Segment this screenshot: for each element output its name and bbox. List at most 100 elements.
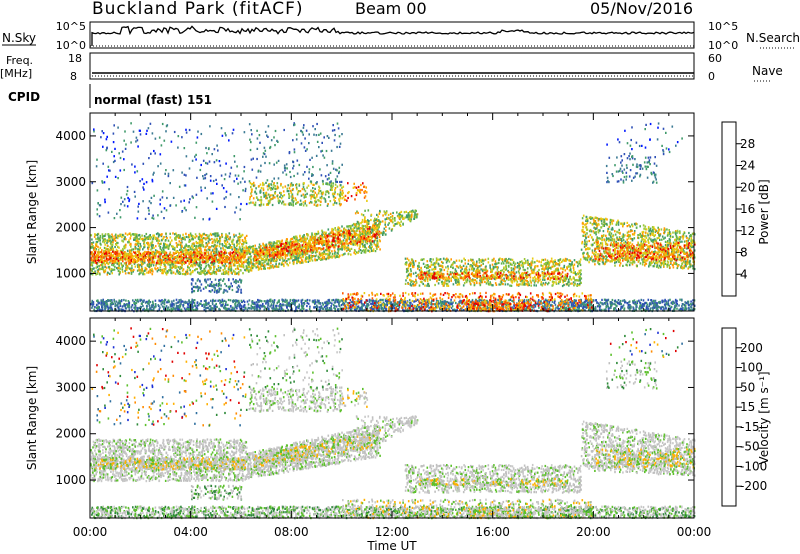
radar-echo [352, 242, 354, 245]
cpid-value: normal (fast) 151 [94, 93, 212, 107]
freq-top-tick: 18 [68, 52, 82, 65]
radar-echo [276, 240, 278, 243]
radar-echo [370, 231, 373, 234]
radar-echo [202, 269, 205, 272]
radar-echo [236, 243, 238, 246]
radar-echo [150, 248, 152, 251]
radar-echo [238, 256, 240, 260]
radar-echo [145, 242, 148, 245]
radar-echo [352, 241, 355, 244]
radar-echo [382, 214, 384, 217]
radar-echo [314, 238, 316, 241]
radar-echo [208, 254, 210, 257]
radar-echo [274, 242, 277, 245]
radar-echo [225, 284, 228, 288]
radar-echo [201, 270, 203, 273]
radar-echo [134, 245, 137, 248]
radar-echo [238, 239, 241, 242]
radar-echo [207, 278, 209, 281]
radar-echo [200, 248, 202, 251]
radar-echo [129, 255, 132, 258]
radar-echo [370, 299, 372, 302]
radar-echo [109, 246, 111, 249]
radar-echo [139, 272, 141, 275]
radar-echo [180, 267, 183, 270]
radar-echo [180, 237, 183, 241]
radar-echo [314, 243, 317, 246]
radar-echo [211, 259, 214, 262]
radar-echo [313, 248, 315, 251]
radar-echo [332, 233, 335, 236]
radar-echo [450, 301, 452, 304]
radar-echo [296, 257, 299, 260]
radar-echo [224, 239, 227, 242]
radar-echo [379, 209, 381, 213]
radar-echo [180, 248, 183, 251]
radar-echo [344, 232, 346, 235]
radar-echo [110, 268, 113, 271]
radar-echo [211, 261, 213, 264]
radar-echo [232, 250, 235, 254]
radar-echo [346, 239, 348, 242]
radar-echo [138, 266, 140, 269]
radar-echo [212, 240, 214, 243]
radar-echo [164, 261, 167, 264]
radar-echo [240, 250, 243, 253]
radar-echo [191, 264, 193, 267]
radar-echo [202, 240, 204, 243]
radar-echo [218, 288, 221, 292]
radar-echo [178, 235, 181, 238]
radar-echo [326, 236, 328, 239]
radar-echo [323, 243, 326, 246]
radar-echo [273, 256, 275, 259]
radar-echo [337, 241, 339, 244]
radar-echo [191, 237, 194, 240]
radar-echo [332, 245, 334, 248]
radar-echo [591, 305, 594, 308]
radar-echo [194, 253, 196, 256]
radar-echo [218, 252, 220, 255]
radar-echo [360, 240, 362, 243]
radar-echo [206, 260, 209, 264]
radar-echo [271, 257, 273, 260]
radar-echo [294, 235, 297, 238]
radar-echo [169, 232, 171, 235]
radar-echo [217, 284, 220, 288]
radar-echo [215, 268, 218, 271]
radar-echo [268, 299, 270, 303]
radar-echo [223, 271, 226, 274]
radar-echo [150, 256, 153, 259]
radar-echo [239, 241, 241, 244]
radar-echo [194, 269, 196, 272]
radar-echo [239, 235, 241, 239]
radar-echo [112, 235, 114, 238]
radar-echo [91, 253, 94, 256]
radar-echo [231, 285, 233, 288]
radar-echo [397, 221, 399, 224]
radar-echo [343, 231, 345, 234]
radar-echo [353, 226, 356, 229]
radar-echo [197, 271, 199, 274]
radar-echo [101, 233, 104, 236]
radar-echo [300, 247, 302, 250]
radar-echo [189, 251, 191, 254]
radar-echo [121, 268, 124, 271]
radar-echo [261, 264, 264, 267]
radar-echo [219, 258, 221, 261]
radar-echo [241, 234, 244, 237]
radar-echo [360, 251, 363, 254]
radar-echo [243, 301, 246, 304]
radar-echo [291, 242, 293, 245]
radar-echo [356, 244, 359, 247]
radar-echo [106, 259, 109, 262]
radar-echo [202, 233, 204, 236]
radar-echo [283, 264, 285, 268]
radar-echo [229, 260, 232, 263]
radar-echo [233, 262, 235, 266]
radar-echo [208, 248, 211, 252]
radar-echo [534, 305, 537, 308]
radar-echo [297, 245, 299, 248]
radar-echo [91, 260, 94, 263]
radar-echo [662, 306, 665, 309]
radar-echo [105, 249, 107, 252]
